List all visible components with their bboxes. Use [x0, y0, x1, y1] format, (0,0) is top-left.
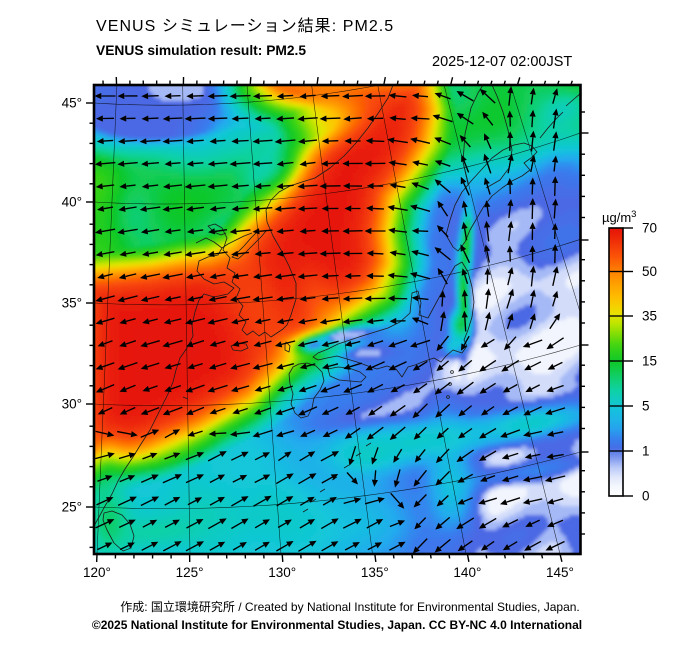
svg-text:25°: 25° — [62, 500, 82, 515]
svg-text:1: 1 — [642, 444, 650, 459]
svg-text:15: 15 — [642, 354, 657, 369]
svg-text:VENUS simulation result: PM2.5: VENUS simulation result: PM2.5 — [96, 43, 306, 58]
svg-text:µg/m3: µg/m3 — [602, 209, 636, 225]
svg-text:135°: 135° — [361, 565, 389, 580]
svg-text:35°: 35° — [62, 296, 82, 311]
svg-text:120°: 120° — [83, 565, 111, 580]
svg-text:125°: 125° — [176, 565, 204, 580]
svg-text:35: 35 — [642, 309, 657, 324]
svg-text:2025-12-07 02:00JST: 2025-12-07 02:00JST — [432, 54, 572, 70]
svg-text:45°: 45° — [62, 96, 82, 111]
svg-text:5: 5 — [642, 399, 650, 414]
svg-text:VENUS シミュレーション結果: PM2.5: VENUS シミュレーション結果: PM2.5 — [96, 17, 394, 35]
svg-text:0: 0 — [642, 489, 650, 504]
svg-text:145°: 145° — [546, 565, 574, 580]
svg-text:50: 50 — [642, 264, 657, 279]
svg-text:130°: 130° — [268, 565, 296, 580]
svg-text:作成: 国立環境研究所 / Created by Natio: 作成: 国立環境研究所 / Created by National Instit… — [120, 599, 580, 614]
svg-text:70: 70 — [642, 221, 657, 236]
svg-text:40°: 40° — [62, 195, 82, 210]
svg-text:©2025 National Institute for E: ©2025 National Institute for Environment… — [92, 618, 582, 632]
svg-text:140°: 140° — [453, 565, 481, 580]
svg-text:30°: 30° — [62, 397, 82, 412]
